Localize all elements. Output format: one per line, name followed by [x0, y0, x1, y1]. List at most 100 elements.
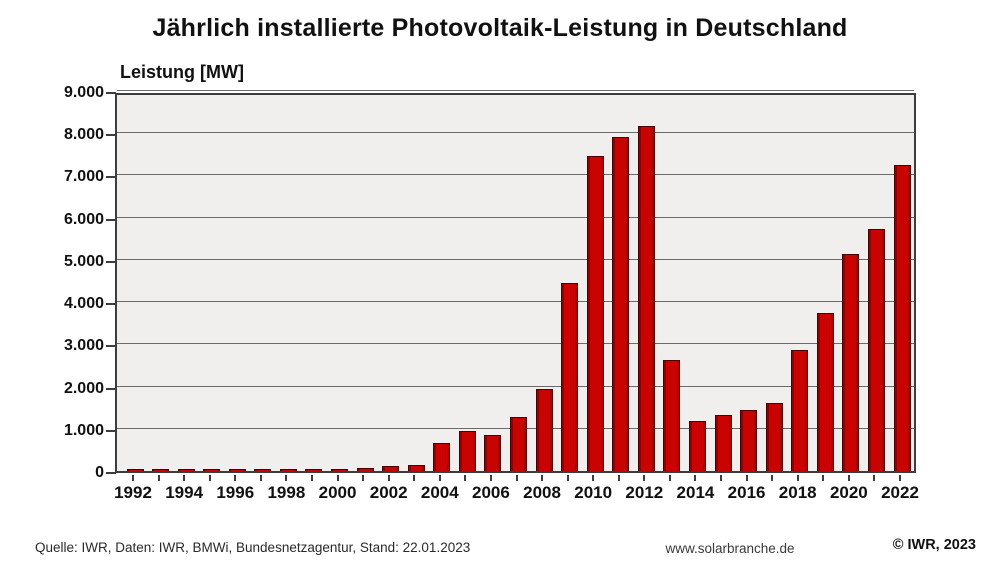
x-tick-2011 — [617, 475, 620, 481]
bar-2006 — [484, 435, 502, 471]
gridline-8000 — [117, 132, 914, 134]
x-axis-label-2020: 2020 — [829, 483, 868, 502]
gridline-2000 — [117, 385, 914, 387]
x-tick-2001 — [362, 475, 365, 481]
x-tick-1993 — [157, 475, 160, 481]
x-axis-label-2018: 2018 — [778, 483, 817, 502]
x-axis-label-2014: 2014 — [676, 483, 715, 502]
bar-2018 — [791, 349, 809, 471]
x-axis-label-2016: 2016 — [727, 483, 766, 502]
footer-copyright-text: © IWR, 2023 — [892, 537, 976, 553]
y-tick-5.000 — [106, 260, 116, 263]
x-tick-2022 — [899, 475, 901, 481]
x-axis-label-2006: 2006 — [472, 483, 510, 502]
x-tick-2020 — [847, 475, 850, 481]
y-axis-label-5.000: 5.000 — [63, 252, 104, 270]
x-axis-label-2004: 2004 — [420, 483, 459, 502]
bar-1996 — [228, 469, 246, 471]
x-axis-label-2002: 2002 — [369, 483, 408, 502]
x-tick-1999 — [310, 475, 313, 481]
x-tick-1996 — [234, 475, 237, 481]
x-tick-2009 — [566, 475, 569, 481]
bar-2014 — [688, 420, 706, 471]
x-tick-2015 — [720, 475, 723, 481]
x-tick-1992 — [132, 475, 134, 481]
gridline-3000 — [117, 343, 914, 345]
y-tick-3.000 — [106, 345, 116, 348]
bar-2020 — [842, 253, 860, 471]
y-tick-2.000 — [106, 387, 116, 390]
footer-source-text: Quelle: IWR, Daten: IWR, BMWi, Bundesnet… — [35, 540, 471, 555]
x-tick-2000 — [336, 475, 339, 481]
bar-2016 — [740, 409, 758, 471]
bar-1998 — [279, 469, 297, 471]
footer-website-text: www.solarbranche.de — [665, 541, 795, 556]
x-axis-label-2000: 2000 — [318, 483, 357, 502]
x-tick-2016 — [745, 475, 748, 481]
y-axis-label-2.000: 2.000 — [63, 379, 104, 397]
y-axis-label-3.000: 3.000 — [63, 337, 104, 355]
x-axis-label-1996: 1996 — [216, 483, 255, 502]
y-axis-label-9.000: 9.000 — [63, 84, 104, 101]
gridline-5000 — [117, 258, 914, 260]
bar-2002 — [382, 466, 400, 471]
y-tick-0 — [106, 472, 116, 474]
bar-1994 — [177, 469, 195, 471]
bar-2012 — [637, 126, 655, 471]
bar-2017 — [765, 402, 783, 471]
bar-2015 — [714, 415, 732, 471]
x-tick-2008 — [541, 475, 544, 481]
plot-area — [115, 90, 916, 473]
x-tick-2012 — [643, 475, 646, 481]
bar-2004 — [433, 442, 451, 471]
x-tick-2002 — [387, 475, 390, 481]
x-axis-label-1992: 1992 — [114, 483, 152, 502]
gridline-7000 — [117, 174, 914, 176]
y-tick-8.000 — [106, 134, 116, 137]
y-tick-6.000 — [106, 218, 116, 221]
bar-1993 — [152, 469, 170, 471]
bar-2013 — [663, 359, 681, 471]
x-axis-label-1998: 1998 — [267, 483, 306, 502]
gridline-6000 — [117, 216, 914, 218]
x-tick-1994 — [183, 475, 186, 481]
bar-2001 — [356, 467, 374, 471]
x-tick-2017 — [771, 475, 774, 481]
x-axis-label-2022: 2022 — [881, 483, 919, 502]
x-tick-2004 — [438, 475, 441, 481]
x-tick-1998 — [285, 475, 288, 481]
x-tick-2019 — [822, 475, 825, 481]
x-tick-2021 — [873, 475, 876, 481]
bar-1992 — [126, 469, 144, 471]
x-tick-2006 — [489, 475, 492, 481]
x-tick-2010 — [592, 475, 595, 481]
bar-2005 — [458, 430, 476, 471]
bar-2010 — [586, 156, 604, 471]
bar-2007 — [510, 417, 527, 471]
x-tick-2013 — [668, 475, 671, 481]
x-axis-label-2012: 2012 — [625, 483, 664, 502]
bar-2011 — [612, 137, 630, 471]
x-tick-2018 — [796, 475, 799, 481]
y-axis-title: Leistung [MW] — [120, 62, 244, 82]
y-axis-label-7.000: 7.000 — [63, 168, 104, 186]
y-axis-label-0: 0 — [95, 464, 104, 481]
gridline-9000 — [117, 90, 914, 91]
bar-1995 — [203, 469, 221, 471]
bar-2000 — [331, 469, 349, 471]
y-tick-1.000 — [106, 429, 116, 432]
y-tick-4.000 — [106, 303, 116, 306]
x-axis-label-2010: 2010 — [574, 483, 613, 502]
x-tick-1995 — [208, 475, 211, 481]
chart-title: Jährlich installierte Photovoltaik-Leist… — [152, 14, 848, 42]
x-tick-2003 — [413, 475, 416, 481]
y-axis-label-8.000: 8.000 — [63, 126, 104, 144]
y-axis-label-1.000: 1.000 — [63, 421, 104, 439]
x-axis-label-1994: 1994 — [165, 483, 204, 502]
x-tick-2007 — [515, 475, 518, 481]
y-tick-7.000 — [106, 176, 116, 179]
y-axis-label-6.000: 6.000 — [63, 210, 104, 228]
bar-2022 — [893, 164, 911, 471]
bar-2009 — [561, 283, 579, 471]
